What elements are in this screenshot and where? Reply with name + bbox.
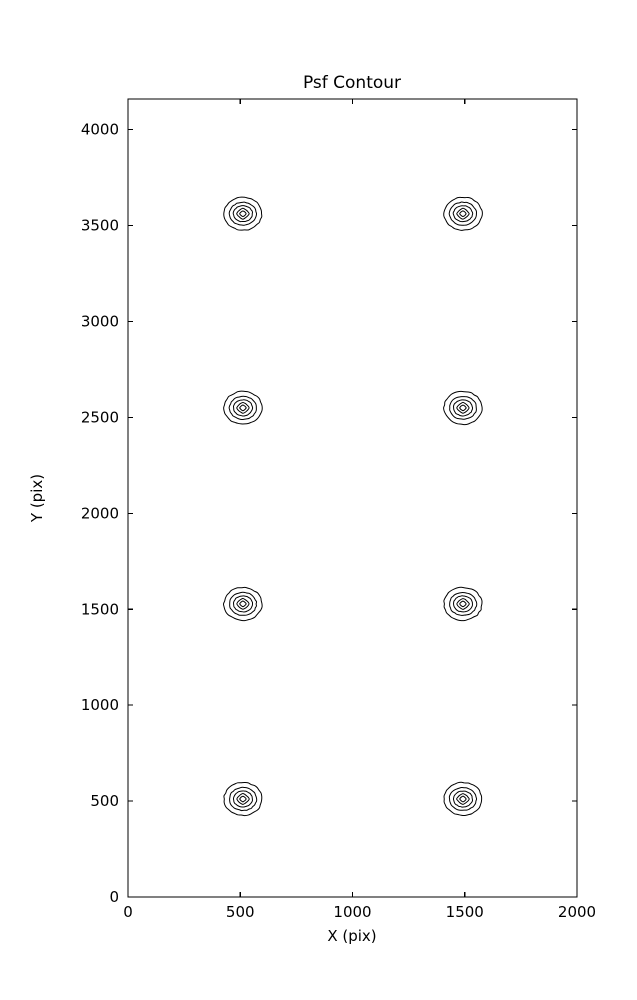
- contour-ring-level-1: [443, 390, 483, 426]
- x-tick-label: 500: [226, 903, 255, 921]
- x-axis-tick-labels: 0 500 1000 1500 2000: [123, 903, 596, 921]
- y-axis-tick-labels: 0 500 1000 1500 2000 2500 3000 3500 4000: [81, 121, 119, 906]
- contour-ring-level-3: [232, 205, 253, 223]
- contour-ring-level-2: [229, 591, 258, 616]
- psf-source-r1c2: [443, 196, 483, 231]
- x-tick-label: 1000: [333, 903, 371, 921]
- page-title: Psf Contour: [303, 73, 401, 93]
- contour-ring-level-4: [456, 598, 470, 610]
- contour-ring-level-3: [453, 595, 473, 613]
- x-tick-label: 1500: [446, 903, 484, 921]
- y-axis-ticks: [128, 129, 577, 898]
- y-tick-label: 2000: [81, 504, 119, 522]
- y-tick-label: 1000: [81, 696, 119, 714]
- y-tick-label: 0: [109, 888, 119, 906]
- contour-ring-level-4: [236, 597, 250, 610]
- contour-ring-level-3: [452, 205, 474, 223]
- x-axis-label: X (pix): [327, 927, 376, 945]
- contour-ring-level-3: [232, 790, 253, 808]
- contour-ring-level-2: [448, 787, 478, 811]
- contour-ring-level-1: [443, 781, 483, 817]
- contour-ring-level-2: [228, 201, 258, 226]
- y-tick-label: 2500: [81, 408, 119, 426]
- contour-ring-level-5: [239, 795, 247, 803]
- contour-ring-level-3: [453, 399, 474, 417]
- contour-ring-level-4: [456, 793, 470, 805]
- contour-ring-level-4: [456, 207, 470, 220]
- contour-ring-level-5: [239, 404, 247, 412]
- contour-ring-level-5: [459, 404, 467, 412]
- contour-ring-level-4: [456, 401, 470, 414]
- psf-source-r1c1: [223, 196, 263, 231]
- contour-ring-level-5: [459, 600, 467, 608]
- y-tick-label: 4000: [81, 121, 119, 139]
- y-tick-label: 500: [90, 792, 119, 810]
- contour-ring-level-1: [223, 196, 263, 231]
- contour-group: [222, 196, 483, 817]
- x-axis-ticks: [127, 99, 578, 897]
- contour-ring-level-5: [239, 210, 247, 217]
- contour-ring-level-1: [223, 782, 263, 817]
- psf-source-r2c1: [223, 390, 263, 425]
- x-tick-label: 2000: [558, 903, 596, 921]
- psf-source-r2c2: [443, 390, 483, 426]
- contour-ring-level-5: [459, 210, 467, 217]
- contour-ring-level-4: [236, 792, 250, 805]
- contour-ring-level-4: [236, 207, 250, 220]
- psf-source-r3c1: [222, 586, 263, 622]
- x-tick-label: 0: [123, 903, 133, 921]
- contour-ring-level-4: [236, 402, 250, 414]
- contour-ring-level-1: [443, 586, 483, 622]
- contour-ring-level-3: [232, 399, 254, 417]
- contour-ring-level-2: [449, 396, 477, 420]
- contour-ring-level-5: [459, 795, 467, 803]
- contour-ring-level-2: [448, 201, 477, 226]
- contour-ring-level-2: [229, 786, 258, 812]
- y-tick-label: 1500: [81, 600, 119, 618]
- y-axis-label: Y (pix): [28, 474, 46, 523]
- contour-ring-level-1: [222, 586, 263, 622]
- y-tick-label: 3000: [81, 313, 119, 331]
- contour-ring-level-2: [228, 395, 257, 420]
- contour-ring-level-1: [443, 196, 483, 231]
- psf-source-r3c2: [443, 586, 483, 622]
- y-tick-label: 3500: [81, 217, 119, 235]
- contour-ring-level-2: [449, 592, 478, 616]
- contour-ring-level-3: [233, 595, 254, 613]
- contour-ring-level-3: [452, 790, 474, 808]
- psf-source-r4c2: [443, 781, 483, 817]
- contour-ring-level-5: [239, 600, 247, 608]
- psf-source-r4c1: [223, 782, 263, 817]
- contour-ring-level-1: [223, 390, 263, 425]
